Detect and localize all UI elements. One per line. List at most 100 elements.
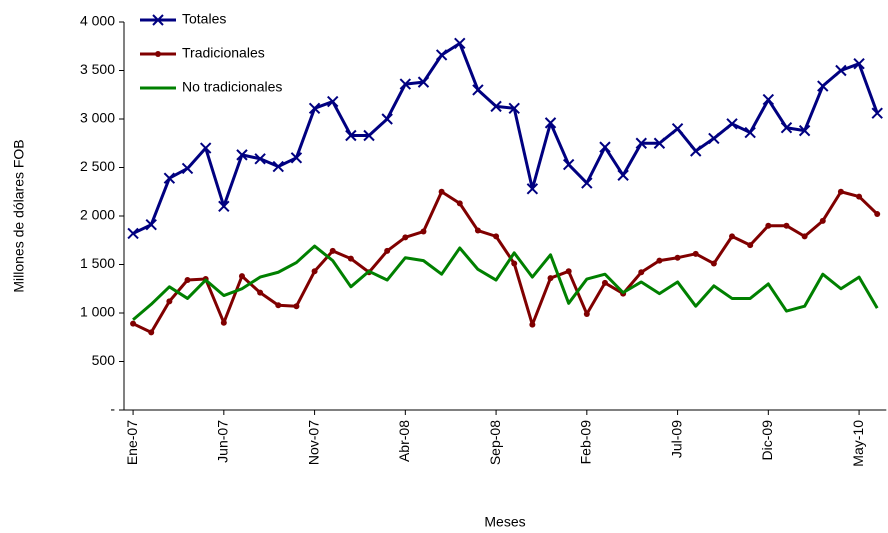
data-point: [581, 177, 593, 189]
data-point: [562, 158, 575, 171]
data-point: [708, 132, 720, 145]
x-tick-label: Sep-08: [487, 420, 503, 465]
y-tick-label: 3 500: [80, 61, 115, 77]
x-axis-title: Meses: [484, 514, 525, 530]
data-point: [199, 142, 212, 154]
data-point: [690, 145, 702, 157]
data-point: [347, 255, 354, 262]
x-tick-label: Feb-09: [578, 420, 594, 465]
y-tick-label: 2 500: [80, 158, 115, 174]
data-point: [308, 102, 321, 115]
y-tick-label: 500: [92, 352, 116, 368]
data-point: [544, 117, 557, 129]
data-point: [472, 84, 484, 96]
y-tick-label: 1 500: [80, 255, 115, 271]
data-point: [236, 149, 248, 161]
data-point: [381, 113, 393, 125]
y-axis-title: Millones de dólares FOB: [11, 139, 27, 292]
series-line: [132, 41, 879, 235]
data-point: [729, 233, 736, 240]
y-tick-label: 1 000: [80, 304, 115, 320]
data-point: [674, 254, 681, 261]
x-tick-label: May-10: [850, 420, 866, 467]
data-point: [402, 234, 409, 241]
data-point: [456, 200, 463, 207]
x-tick-label: Nov-07: [305, 420, 321, 465]
data-point: [293, 303, 300, 310]
data-point: [254, 153, 266, 165]
x-tick-label: Abr-08: [396, 420, 412, 462]
data-point: [490, 100, 502, 113]
data-point: [184, 277, 191, 284]
data-point: [529, 321, 536, 328]
data-point: [747, 242, 754, 249]
data-point: [238, 273, 245, 280]
data-point: [130, 320, 137, 327]
data-point: [275, 302, 282, 309]
legend-label: No tradicionales: [182, 79, 282, 95]
legend-marker: [155, 51, 161, 57]
data-point: [290, 152, 303, 164]
data-point: [327, 95, 339, 108]
data-point: [871, 107, 883, 119]
data-point: [617, 169, 629, 181]
data-point: [692, 250, 699, 257]
data-point: [511, 260, 518, 267]
data-point: [181, 162, 194, 175]
y-tick-label: 3 000: [80, 110, 115, 126]
data-point: [653, 137, 666, 149]
data-point: [765, 222, 772, 229]
data-point: [257, 289, 264, 296]
data-point: [835, 64, 847, 77]
y-tick-label: -: [110, 401, 115, 417]
y-tick-label: 4 000: [80, 13, 115, 29]
y-tick-label: 2 000: [80, 207, 115, 223]
data-point: [166, 298, 173, 305]
data-point: [744, 126, 756, 139]
data-point: [163, 172, 176, 184]
data-point: [798, 124, 811, 137]
data-point: [220, 319, 227, 326]
data-point: [726, 118, 738, 130]
data-point: [853, 58, 865, 70]
data-point: [874, 211, 881, 218]
series-line: [132, 244, 879, 321]
x-tick-label: Ene-07: [124, 420, 140, 465]
x-tick-label: Jul-09: [668, 420, 684, 458]
data-point: [345, 129, 357, 142]
data-point: [329, 247, 336, 254]
data-point: [801, 233, 808, 240]
data-point: [783, 222, 790, 229]
data-point: [780, 122, 793, 134]
data-point: [762, 93, 775, 106]
data-point: [819, 217, 826, 224]
data-point: [508, 102, 520, 115]
data-point: [493, 233, 500, 240]
data-point: [565, 268, 572, 275]
data-point: [547, 275, 554, 282]
data-point: [399, 78, 412, 90]
data-point: [454, 37, 466, 50]
data-point: [363, 129, 375, 142]
data-point: [638, 269, 645, 276]
series-line: [132, 190, 879, 334]
data-point: [635, 137, 647, 149]
data-point: [526, 183, 539, 195]
data-point: [438, 188, 445, 195]
data-point: [311, 268, 318, 275]
data-point: [599, 141, 611, 153]
data-point: [218, 200, 230, 213]
data-point: [384, 247, 391, 254]
data-point: [601, 279, 608, 286]
legend-marker: [152, 14, 164, 26]
data-point: [671, 122, 684, 135]
data-point: [272, 160, 284, 173]
data-point: [148, 329, 155, 336]
data-point: [583, 310, 590, 317]
data-point: [817, 80, 829, 92]
data-point: [417, 76, 430, 88]
legend-label: Totales: [182, 11, 226, 27]
data-point: [474, 227, 481, 234]
x-tick-label: Dic-09: [759, 420, 775, 461]
